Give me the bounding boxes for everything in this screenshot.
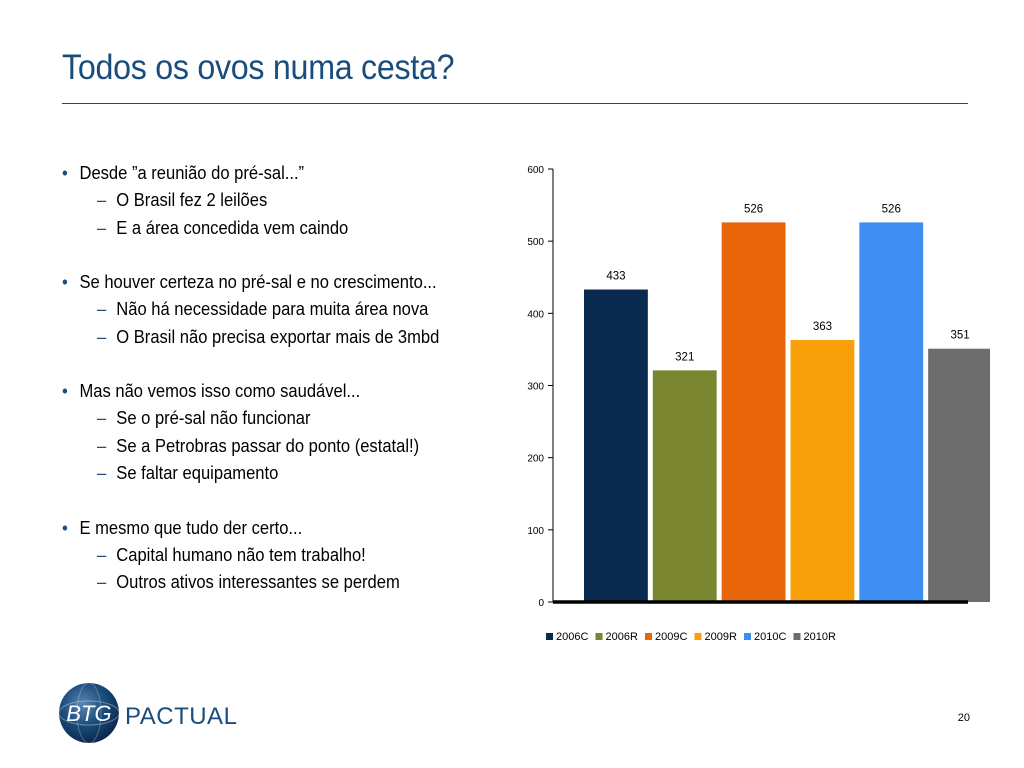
bar-2006C (584, 289, 648, 602)
sub-bullet-point: Se o pré-sal não funcionar (62, 405, 467, 433)
legend-label: 2009R (705, 631, 737, 643)
bar-2006R (652, 370, 717, 602)
legend-swatch (694, 633, 702, 640)
bullet-group: E mesmo que tudo der certo...Capital hum… (62, 515, 502, 597)
y-tick-label: 0 (538, 598, 544, 609)
bar-2009R (790, 340, 855, 602)
legend-label: 2006C (556, 631, 588, 643)
y-tick-label: 500 (527, 237, 544, 248)
sub-bullet-point: Outros ativos interessantes se perdem (62, 569, 467, 597)
legend-label: 2010C (754, 631, 786, 643)
bullet-list: Desde ”a reunião do pré-sal...”O Brasil … (62, 160, 502, 624)
sub-bullet-point: Capital humano não tem trabalho! (62, 542, 467, 570)
sub-bullet-point: O Brasil não precisa exportar mais de 3m… (62, 324, 467, 352)
bar-value-label: 526 (744, 203, 763, 215)
slide-title: Todos os ovos numa cesta? (62, 48, 455, 87)
bullet-group: Se houver certeza no pré-sal e no cresci… (62, 269, 502, 351)
logo-wordmark: PACTUAL (125, 703, 237, 730)
bar-2009C (721, 222, 786, 603)
sub-bullet-point: Se faltar equipamento (62, 460, 467, 488)
bullet-point: Se houver certeza no pré-sal e no cresci… (62, 269, 467, 296)
bar-value-label: 526 (882, 203, 901, 215)
y-tick-label: 100 (527, 526, 544, 537)
bar-value-label: 363 (813, 321, 832, 333)
legend-swatch (793, 633, 801, 640)
legend-label: 2009C (655, 631, 687, 643)
sub-bullet-point: E a área concedida vem caindo (62, 215, 467, 243)
bar-2010C (859, 222, 924, 603)
btg-pactual-logo: BTG PACTUAL (58, 682, 237, 744)
logo-monogram: BTG (66, 701, 111, 726)
bar-2010R (928, 348, 990, 602)
page-number: 20 (957, 712, 970, 724)
legend-swatch (645, 633, 652, 640)
bar-chart: 0 100 200 300 400 500 600 433 321 526 363 526 351 200… (527, 165, 990, 643)
bullet-group: Mas não vemos isso como saudável...Se o … (62, 378, 502, 488)
bullet-group: Desde ”a reunião do pré-sal...”O Brasil … (62, 160, 502, 242)
sub-bullet-point: Se a Petrobras passar do ponto (estatal!… (62, 433, 467, 461)
legend-swatch (546, 633, 553, 640)
y-tick-label: 300 (527, 382, 544, 393)
sub-bullet-point: O Brasil fez 2 leilões (62, 187, 467, 215)
sub-bullet-point: Não há necessidade para muita área nova (62, 296, 467, 324)
legend-swatch (744, 633, 751, 640)
y-tick-label: 400 (527, 309, 544, 320)
legend-label: 2010R (804, 631, 836, 643)
bullet-point: Desde ”a reunião do pré-sal...” (62, 160, 467, 187)
bar-value-label: 433 (606, 271, 625, 283)
bar-value-label: 351 (950, 330, 969, 342)
legend-label: 2006R (606, 631, 638, 643)
legend-swatch (595, 633, 603, 640)
y-tick-label: 600 (527, 165, 544, 176)
bullet-point: E mesmo que tudo der certo... (62, 515, 467, 542)
y-tick-label: 200 (527, 454, 544, 465)
bar-value-label: 321 (675, 351, 694, 363)
title-divider (62, 103, 968, 104)
bullet-point: Mas não vemos isso como saudável... (62, 378, 467, 405)
logo-globe-icon (59, 683, 119, 743)
